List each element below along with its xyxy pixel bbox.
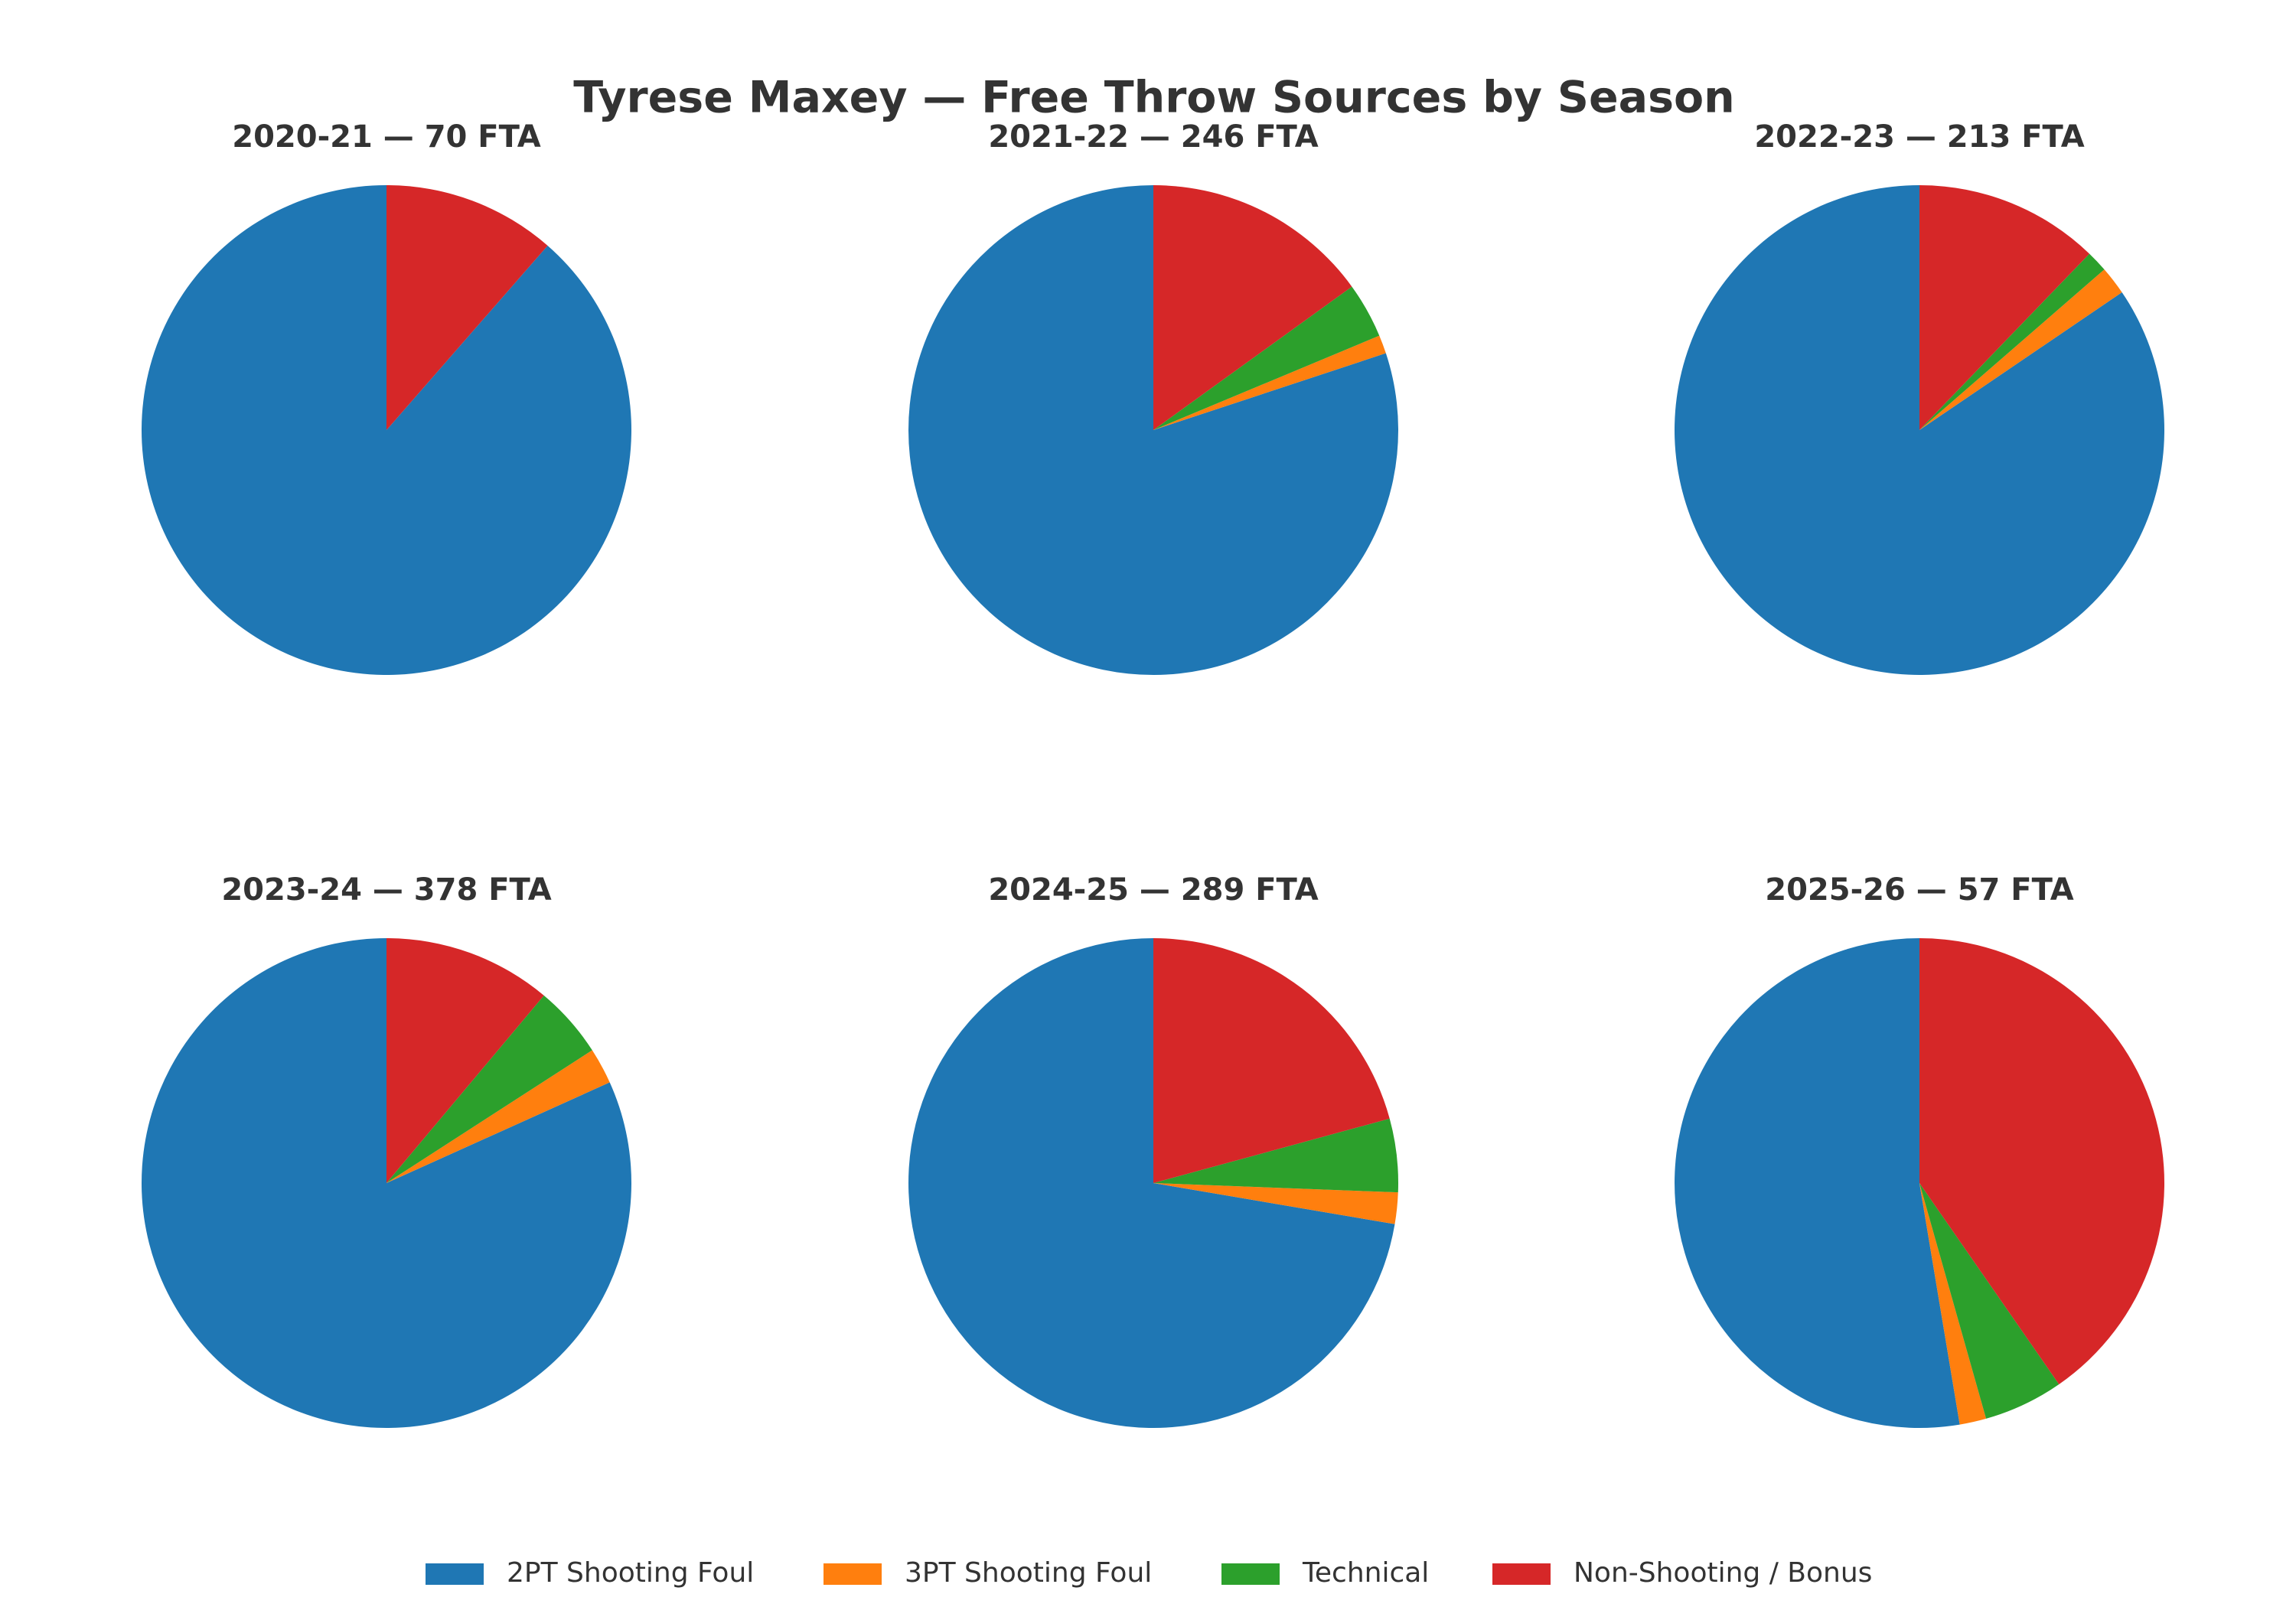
pie-2024-25: 2024-25 — 289 FTA xyxy=(908,872,1399,1428)
pie-title: 2021-22 — 246 FTA xyxy=(988,119,1318,155)
legend-swatch xyxy=(1221,1563,1280,1585)
slice-technical xyxy=(386,995,592,1183)
pie-2020-21: 2020-21 — 70 FTA xyxy=(141,119,631,675)
slice-non-shooting-bonus xyxy=(1153,938,1390,1183)
slice-3pt-shooting-foul xyxy=(1153,335,1386,430)
slice-2pt-shooting-foul xyxy=(908,185,1399,676)
pie-title: 2025-26 — 57 FTA xyxy=(1765,872,2074,908)
slice-2pt-shooting-foul xyxy=(1675,938,1960,1428)
pie-2023-24: 2023-24 — 378 FTA xyxy=(141,872,631,1428)
legend: 2PT Shooting Foul 3PT Shooting Foul Techni… xyxy=(426,1557,1872,1589)
slice-3pt-shooting-foul xyxy=(386,1050,610,1183)
slice-3pt-shooting-foul xyxy=(1919,1183,1987,1425)
slice-technical xyxy=(1919,1183,2060,1419)
pie-2025-26: 2025-26 — 57 FTA xyxy=(1675,872,2165,1428)
pie-2022-23: 2022-23 — 213 FTA xyxy=(1675,119,2165,675)
legend-label: 3PT Shooting Foul xyxy=(905,1557,1152,1589)
legend-label: Non-Shooting / Bonus xyxy=(1574,1557,1872,1589)
legend-item-3pt-shooting-foul: 3PT Shooting Foul xyxy=(823,1557,1152,1589)
slice-2pt-shooting-foul xyxy=(1675,185,2165,675)
legend-swatch xyxy=(1492,1563,1551,1585)
slice-non-shooting-bonus xyxy=(1919,185,2090,430)
slice-technical xyxy=(1153,286,1380,430)
slice-3pt-shooting-foul xyxy=(1153,1183,1398,1224)
legend-swatch xyxy=(426,1563,484,1585)
legend-swatch xyxy=(823,1563,882,1585)
slice-non-shooting-bonus xyxy=(386,938,544,1183)
pie-title: 2023-24 — 378 FTA xyxy=(221,872,551,908)
slice-3pt-shooting-foul xyxy=(1919,269,2122,430)
legend-label: 2PT Shooting Foul xyxy=(507,1557,754,1589)
slice-2pt-shooting-foul xyxy=(141,185,631,675)
pie-title: 2022-23 — 213 FTA xyxy=(1754,119,2084,155)
pie-title: 2020-21 — 70 FTA xyxy=(232,119,541,155)
slice-2pt-shooting-foul xyxy=(141,938,631,1428)
pie-title: 2024-25 — 289 FTA xyxy=(988,872,1318,908)
slice-non-shooting-bonus xyxy=(1919,938,2165,1384)
slice-2pt-shooting-foul xyxy=(908,938,1395,1428)
slice-technical xyxy=(1919,253,2105,430)
legend-item-2pt-shooting-foul: 2PT Shooting Foul xyxy=(426,1557,754,1589)
slice-non-shooting-bonus xyxy=(1153,185,1352,430)
legend-label: Technical xyxy=(1302,1557,1429,1589)
figure-title: Tyrese Maxey — Free Throw Sources by Sea… xyxy=(573,73,1735,123)
slice-non-shooting-bonus xyxy=(386,185,548,430)
pies-layer: 2020-21 — 70 FTA 2021-22 — 246 FTA 2022-23… xyxy=(141,119,2165,1428)
legend-item-non-shooting-bonus: Non-Shooting / Bonus xyxy=(1492,1557,1872,1589)
legend-item-technical: Technical xyxy=(1221,1557,1429,1589)
slice-technical xyxy=(1153,1118,1399,1193)
pie-2021-22: 2021-22 — 246 FTA xyxy=(908,119,1399,676)
